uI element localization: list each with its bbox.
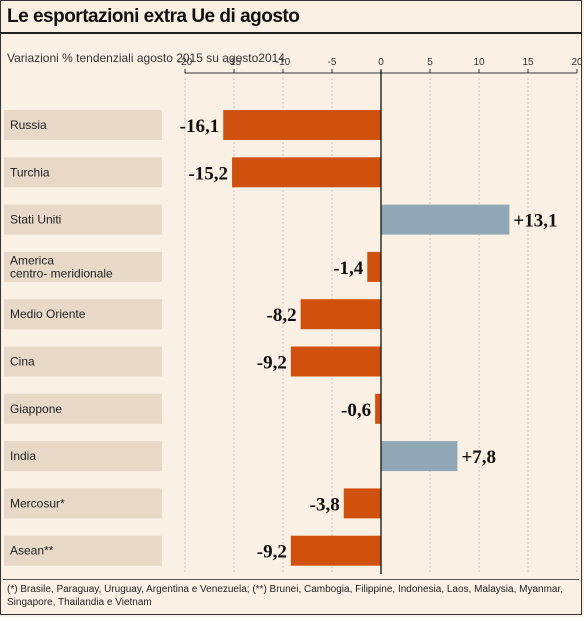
category-label-bg: [4, 535, 162, 566]
x-tick-label: -5: [328, 57, 337, 68]
category-label-bg: [4, 346, 162, 377]
category-label: Cina: [10, 355, 35, 369]
x-tick-label: -10: [276, 57, 291, 68]
footnote: (*) Brasile, Paraguay, Uruguay, Argentin…: [3, 579, 579, 613]
bar: [381, 441, 458, 472]
value-label: -8,2: [267, 305, 297, 326]
x-tick-label: 5: [427, 57, 433, 68]
value-label: -16,1: [180, 116, 220, 137]
title-bar: Le esportazioni extra Ue di agosto: [0, 0, 582, 34]
value-label: -9,2: [257, 542, 287, 563]
bar: [290, 535, 381, 566]
category-label-bg: [4, 204, 162, 235]
category-label: Stati Uniti: [10, 213, 61, 227]
category-label: Mercosur*: [10, 496, 65, 510]
category-label-bg: [4, 393, 162, 424]
category-label-bg: [4, 441, 162, 472]
value-label: -15,2: [188, 163, 228, 184]
bar: [367, 251, 381, 282]
chart-title: Le esportazioni extra Ue di agosto: [7, 6, 300, 27]
x-tick-label: -20: [178, 57, 193, 68]
category-label: centro- meridionale: [10, 266, 113, 280]
category-label: Russia: [10, 118, 47, 132]
chart-subtitle: Variazioni % tendenziali agosto 2015 su …: [7, 51, 285, 65]
category-label: Giappone: [10, 402, 62, 416]
value-label: -0,6: [341, 400, 371, 421]
bar: [290, 346, 381, 377]
bar: [232, 157, 381, 188]
bar: [381, 204, 510, 235]
x-tick-label: 20: [571, 57, 583, 68]
category-label-bg: [4, 488, 162, 519]
category-label: America: [10, 253, 54, 267]
bar-chart: -20 -15 -10 -5 0 5 10 15 20 Russia -16,1 Turchia -15…: [4, 57, 583, 574]
value-label: -1,4: [333, 258, 364, 279]
category-label-bg: [4, 110, 162, 140]
category-label-bg: [4, 299, 162, 330]
value-label: -9,2: [257, 353, 287, 374]
category-label: Medio Oriente: [10, 307, 86, 321]
category-label-bg: [4, 251, 162, 282]
category-label-bg: [4, 157, 162, 188]
bar: [343, 488, 381, 519]
x-tick-label: -15: [227, 57, 242, 68]
value-label: +13,1: [513, 211, 557, 232]
x-tick-label: 10: [473, 57, 485, 68]
value-label: +7,8: [461, 447, 496, 468]
value-label: -3,8: [310, 494, 340, 515]
bar: [375, 393, 381, 424]
bar: [223, 110, 381, 140]
bar: [300, 299, 381, 330]
category-label: Asean**: [10, 544, 54, 558]
category-label: Turchia: [10, 165, 50, 179]
x-tick-label: 0: [378, 57, 384, 68]
x-tick-label: 15: [522, 57, 534, 68]
category-label: India: [10, 449, 36, 463]
